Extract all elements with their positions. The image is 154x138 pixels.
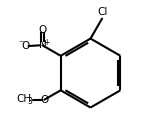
Text: ⁻: ⁻: [18, 39, 23, 49]
Text: N: N: [39, 40, 46, 50]
Text: O: O: [40, 95, 48, 105]
Text: 3: 3: [28, 97, 32, 106]
Text: Cl: Cl: [97, 7, 108, 17]
Text: O: O: [38, 25, 47, 35]
Text: CH: CH: [16, 94, 31, 104]
Text: O: O: [21, 41, 30, 51]
Text: +: +: [43, 38, 49, 47]
